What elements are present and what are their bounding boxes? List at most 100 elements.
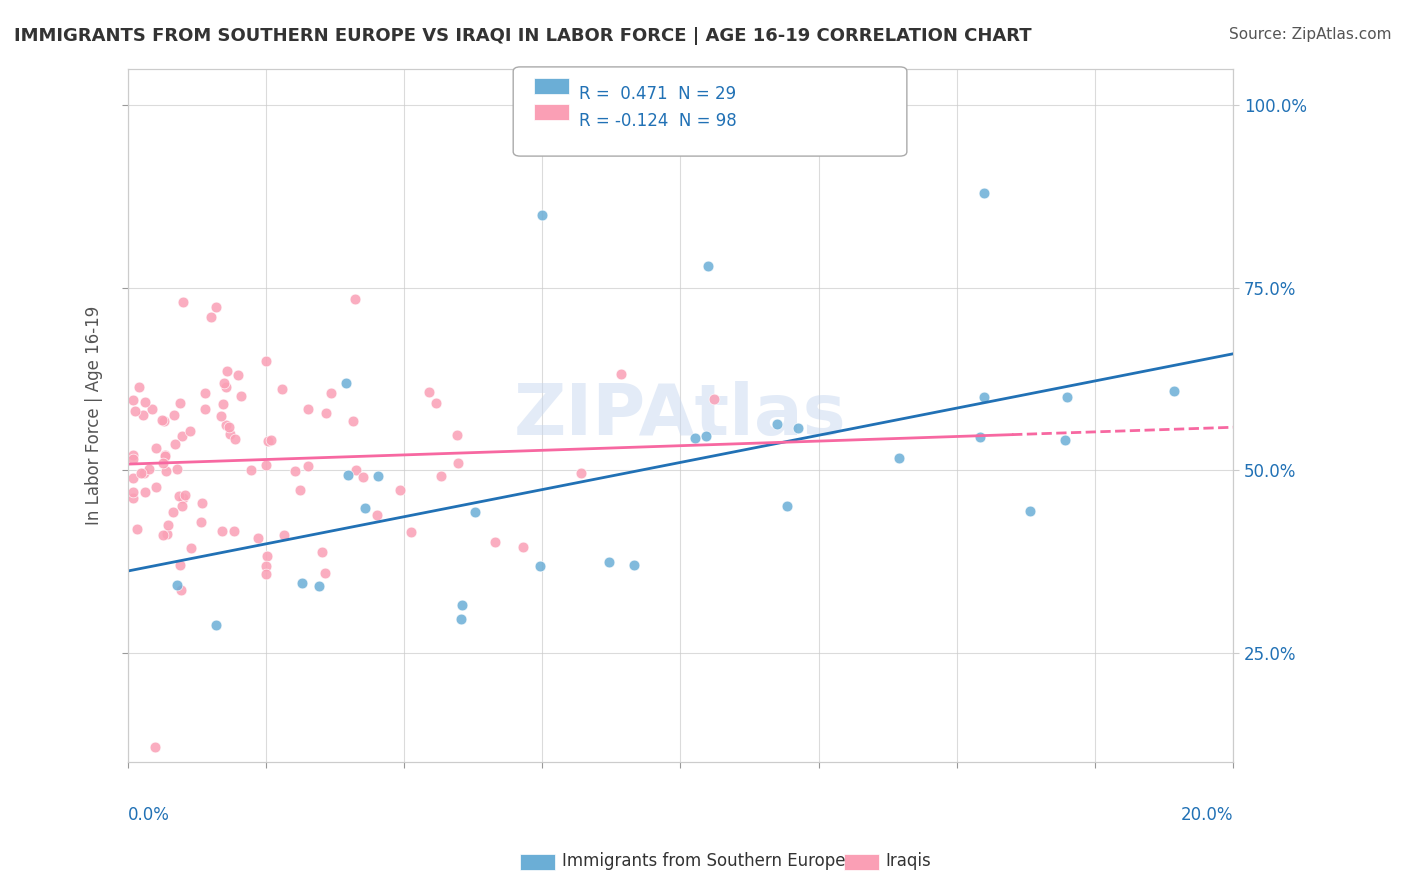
Point (256, 549, 278, 563)
Point (170, 499, 193, 513)
Point (254, 558, 277, 573)
Point (598, 555, 620, 569)
Point (297, 458, 319, 473)
Point (973, 390, 995, 404)
Point (122, 449, 145, 463)
Point (609, 367, 631, 381)
Point (122, 393, 145, 408)
Point (314, 566, 336, 580)
Point (170, 582, 193, 597)
Point (153, 450, 176, 464)
Point (284, 464, 307, 478)
Point (335, 376, 357, 390)
Text: R =  0.471  N = 29: R = 0.471 N = 29 (579, 85, 737, 103)
Point (290, 483, 312, 498)
Point (389, 483, 412, 497)
Point (344, 462, 367, 476)
Point (418, 385, 440, 400)
Point (156, 517, 179, 532)
Point (270, 382, 292, 396)
Point (145, 441, 167, 455)
Point (354, 500, 377, 515)
Point (152, 528, 174, 542)
Point (143, 740, 166, 755)
Point (211, 524, 233, 538)
Point (209, 409, 232, 424)
Point (200, 310, 222, 324)
Point (446, 427, 468, 442)
Point (163, 408, 186, 422)
Point (685, 431, 707, 445)
Point (134, 395, 156, 409)
Point (152, 456, 174, 470)
Point (429, 469, 451, 483)
Point (155, 448, 177, 462)
Point (973, 186, 995, 200)
Text: R = -0.124  N = 98: R = -0.124 N = 98 (579, 112, 737, 129)
Point (215, 364, 238, 378)
Point (132, 408, 155, 422)
Point (695, 429, 717, 443)
Point (342, 414, 364, 428)
Point (366, 508, 388, 522)
Point (169, 396, 191, 410)
Point (273, 528, 295, 542)
Point (155, 464, 177, 478)
Point (529, 558, 551, 573)
Point (138, 462, 160, 476)
Point (156, 527, 179, 541)
Point (1053, 434, 1076, 448)
Point (190, 516, 212, 530)
Text: Immigrants from Southern Europe: Immigrants from Southern Europe (562, 852, 846, 870)
Point (254, 567, 277, 582)
Point (167, 489, 190, 503)
Y-axis label: In Labor Force | Age 16-19: In Labor Force | Age 16-19 (86, 306, 103, 524)
Point (352, 469, 374, 483)
Point (172, 295, 194, 310)
Point (246, 531, 269, 545)
Point (141, 402, 163, 417)
Point (703, 392, 725, 406)
Point (180, 541, 202, 556)
Point (205, 618, 228, 632)
Point (766, 417, 789, 432)
Point (231, 389, 253, 403)
Point (336, 467, 359, 482)
Point (212, 376, 235, 390)
Point (172, 491, 194, 505)
Point (170, 428, 193, 442)
Text: IMMIGRANTS FROM SOUTHERN EUROPE VS IRAQI IN LABOR FORCE | AGE 16-19 CORRELATION : IMMIGRANTS FROM SOUTHERN EUROPE VS IRAQI… (14, 27, 1032, 45)
Point (191, 496, 214, 510)
Point (451, 599, 474, 613)
Point (179, 424, 201, 438)
Text: ZIPAtlas: ZIPAtlas (515, 381, 846, 450)
Point (484, 534, 506, 549)
Text: Iraqis: Iraqis (886, 852, 932, 870)
Point (122, 451, 145, 466)
Point (166, 461, 188, 475)
Point (1163, 384, 1185, 398)
Point (132, 466, 155, 480)
Point (260, 433, 283, 447)
Point (218, 420, 240, 434)
Point (226, 368, 249, 383)
Point (399, 524, 422, 539)
Point (129, 466, 152, 480)
Point (240, 463, 263, 477)
Point (211, 397, 233, 411)
Point (173, 488, 195, 502)
Point (222, 524, 245, 538)
Point (122, 491, 145, 505)
Point (569, 466, 592, 480)
Point (344, 293, 367, 307)
Point (1018, 503, 1040, 517)
Text: Source: ZipAtlas.com: Source: ZipAtlas.com (1229, 27, 1392, 42)
Point (291, 576, 314, 591)
Point (163, 437, 186, 451)
Point (162, 504, 184, 518)
Point (169, 558, 191, 572)
Point (786, 421, 808, 435)
Point (447, 456, 470, 470)
Point (128, 380, 150, 394)
Point (224, 432, 246, 446)
